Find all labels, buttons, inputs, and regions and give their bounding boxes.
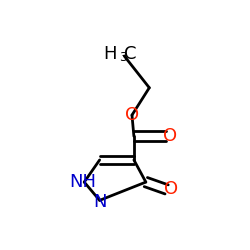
Text: N: N bbox=[93, 193, 106, 211]
Text: O: O bbox=[164, 127, 177, 145]
Text: O: O bbox=[125, 106, 139, 124]
Text: 3: 3 bbox=[120, 52, 127, 64]
Text: NH: NH bbox=[69, 173, 96, 191]
Text: H: H bbox=[103, 45, 117, 63]
Text: C: C bbox=[124, 45, 136, 63]
Text: O: O bbox=[164, 180, 178, 198]
